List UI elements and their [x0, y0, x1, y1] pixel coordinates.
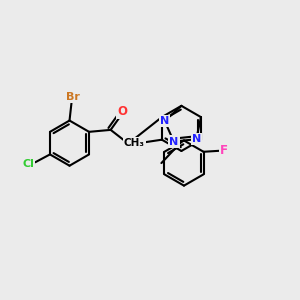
Text: H: H: [134, 137, 142, 147]
Text: N: N: [160, 116, 169, 126]
Text: Br: Br: [65, 92, 80, 102]
Text: F: F: [220, 144, 228, 157]
Text: O: O: [117, 105, 128, 118]
Text: CH₃: CH₃: [124, 138, 145, 148]
Text: N: N: [169, 136, 178, 147]
Text: N: N: [124, 138, 134, 151]
Text: Cl: Cl: [22, 159, 34, 169]
Text: N: N: [192, 134, 201, 144]
